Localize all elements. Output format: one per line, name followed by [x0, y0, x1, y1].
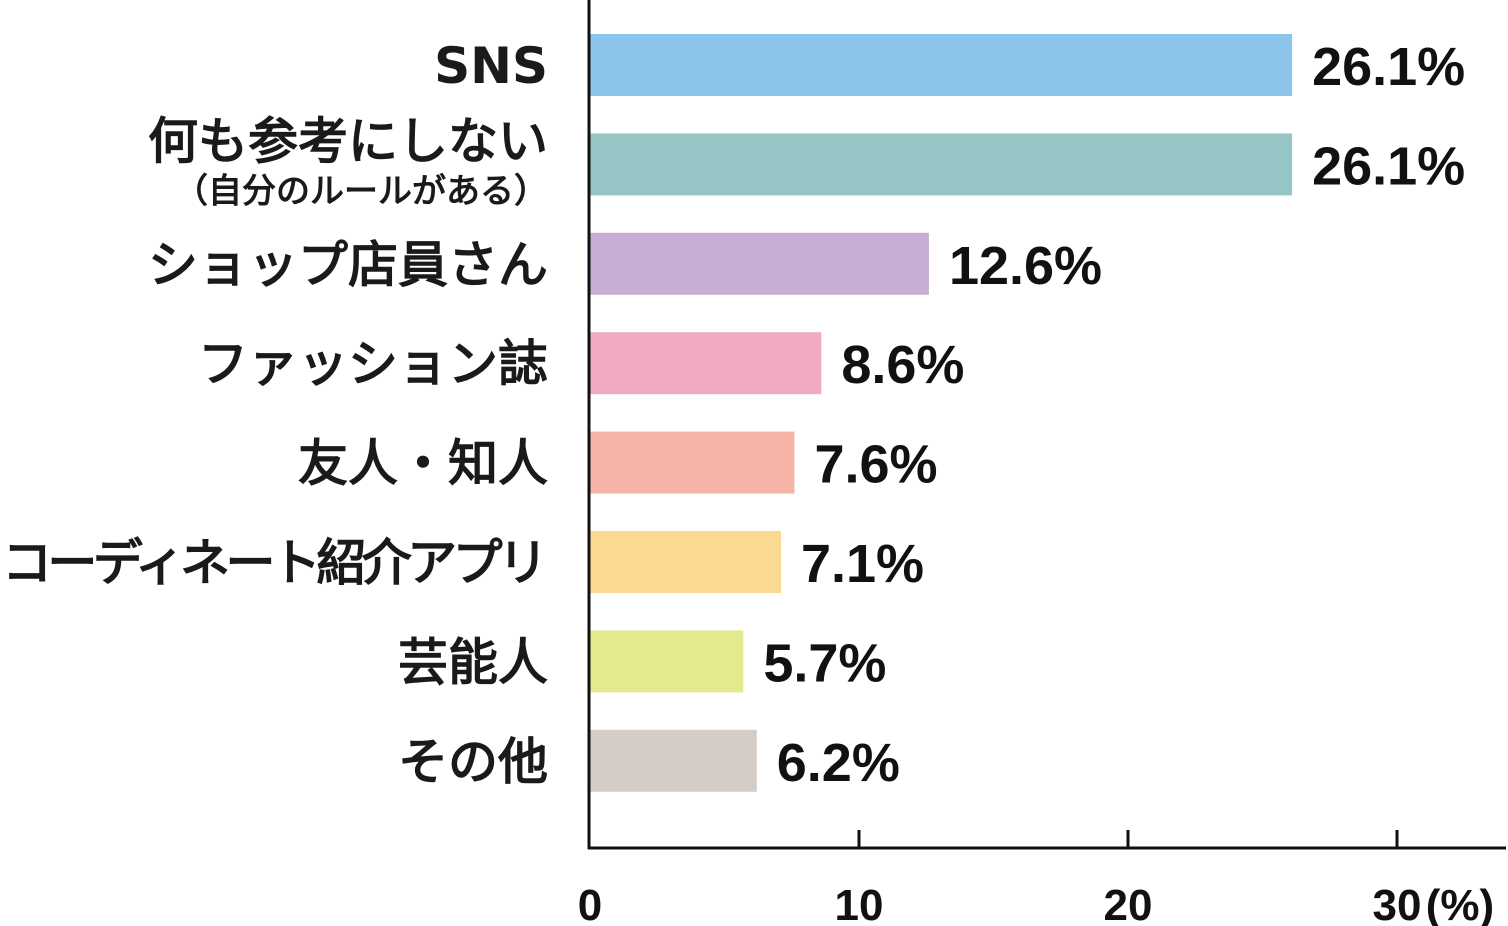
category-label: SNS: [434, 37, 548, 95]
x-tick-label: 10: [835, 881, 884, 926]
category-label: 何も参考にしない: [148, 112, 548, 170]
value-label: 6.2%: [777, 733, 900, 793]
bar: [590, 332, 822, 395]
bar: [590, 431, 795, 494]
value-label: 7.1%: [801, 534, 924, 594]
value-label: 26.1%: [1312, 136, 1465, 196]
x-unit-label: (%): [1426, 881, 1494, 926]
value-label: 8.6%: [841, 335, 964, 395]
category-label: 友人・知人: [298, 435, 548, 493]
bar: [590, 630, 744, 693]
bar: [590, 232, 929, 295]
value-label: 12.6%: [949, 236, 1102, 296]
bar: [590, 729, 757, 792]
category-label: コーディネート紹介アプリ: [2, 534, 548, 592]
bar: [590, 133, 1293, 196]
x-tick-label: 20: [1104, 881, 1153, 926]
bar: [590, 531, 781, 593]
category-sublabel: （自分のルールがある）: [174, 171, 548, 211]
value-label: 7.6%: [814, 435, 937, 495]
category-label: ファッション誌: [198, 335, 548, 393]
value-label: 5.7%: [763, 633, 886, 693]
category-label: 芸能人: [398, 633, 548, 691]
value-label: 26.1%: [1312, 37, 1465, 97]
category-label: その他: [398, 733, 548, 791]
bar: [590, 34, 1293, 96]
x-tick-label: 0: [578, 881, 602, 926]
category-label: ショップ店員さん: [148, 236, 548, 294]
x-tick-label: 30: [1373, 881, 1422, 926]
